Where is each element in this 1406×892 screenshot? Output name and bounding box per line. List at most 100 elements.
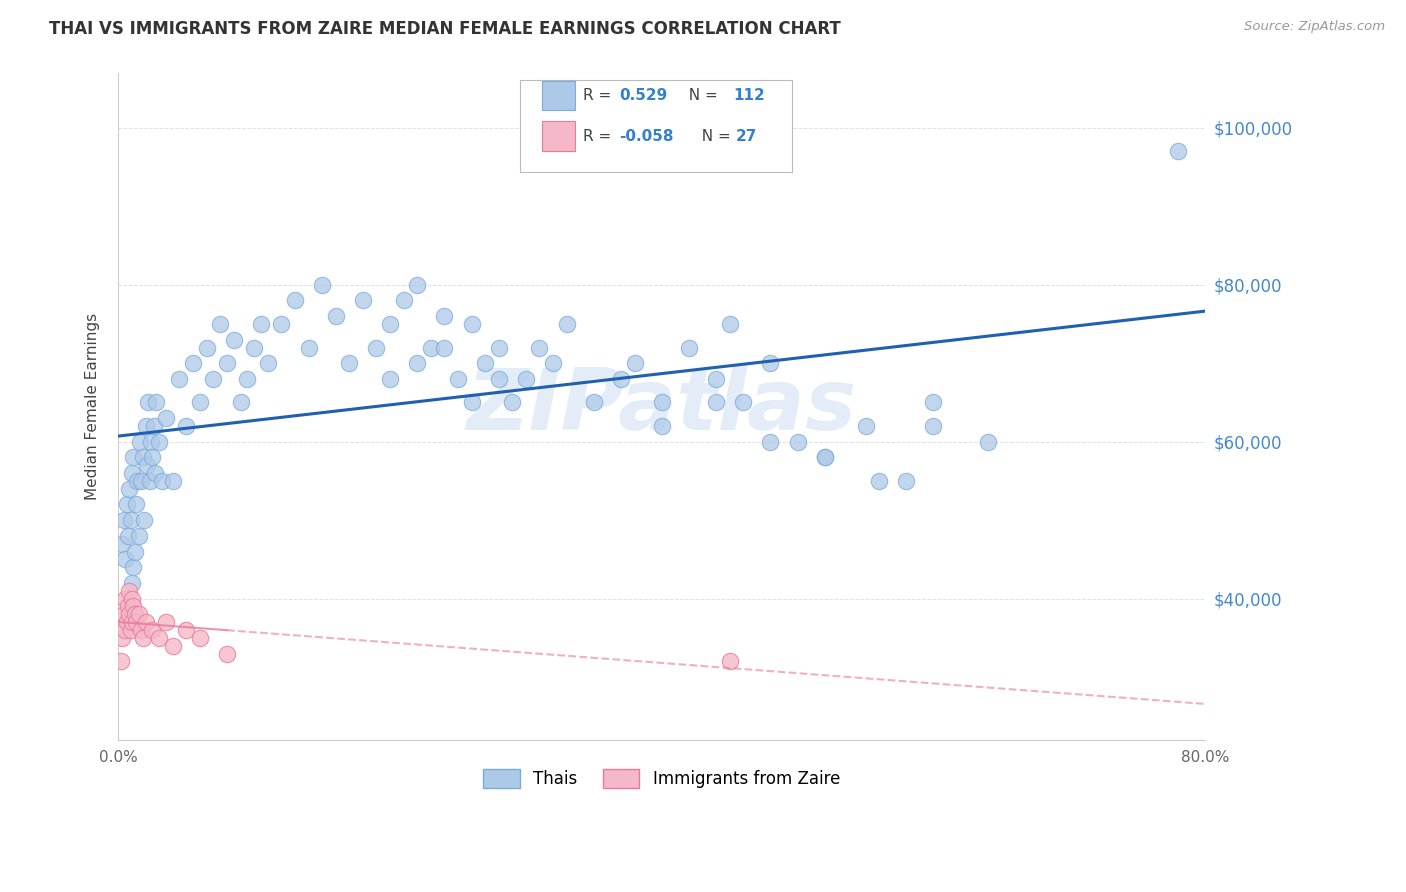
Point bbox=[145, 395, 167, 409]
Point bbox=[127, 474, 149, 488]
Point bbox=[155, 411, 177, 425]
Point bbox=[143, 466, 166, 480]
Point bbox=[132, 631, 155, 645]
Point bbox=[128, 529, 150, 543]
Point bbox=[162, 639, 184, 653]
Point bbox=[325, 309, 347, 323]
Text: N =: N = bbox=[692, 128, 735, 144]
Point bbox=[125, 615, 148, 629]
Point bbox=[112, 607, 135, 622]
Point bbox=[215, 356, 238, 370]
Point bbox=[378, 372, 401, 386]
Point bbox=[118, 583, 141, 598]
Point bbox=[678, 341, 700, 355]
Point bbox=[115, 498, 138, 512]
Point bbox=[110, 654, 132, 668]
Point bbox=[1167, 145, 1189, 159]
Point bbox=[460, 395, 482, 409]
Point bbox=[284, 293, 307, 308]
Point bbox=[135, 458, 157, 473]
Point bbox=[114, 552, 136, 566]
Point bbox=[529, 341, 551, 355]
Point bbox=[786, 434, 808, 449]
Point bbox=[169, 372, 191, 386]
Point bbox=[759, 356, 782, 370]
Point bbox=[174, 419, 197, 434]
Point bbox=[623, 356, 645, 370]
Point bbox=[155, 615, 177, 629]
Point bbox=[447, 372, 470, 386]
Point bbox=[704, 395, 727, 409]
Point bbox=[122, 450, 145, 465]
Point bbox=[150, 474, 173, 488]
Point bbox=[120, 623, 142, 637]
Point bbox=[250, 317, 273, 331]
Point bbox=[118, 482, 141, 496]
Point bbox=[718, 317, 741, 331]
Point bbox=[162, 474, 184, 488]
Point bbox=[555, 317, 578, 331]
Point bbox=[142, 419, 165, 434]
Point bbox=[433, 341, 456, 355]
Point bbox=[128, 607, 150, 622]
Point bbox=[139, 434, 162, 449]
Point bbox=[135, 419, 157, 434]
Point bbox=[111, 537, 134, 551]
FancyBboxPatch shape bbox=[543, 121, 575, 151]
Point bbox=[378, 317, 401, 331]
Text: Source: ZipAtlas.com: Source: ZipAtlas.com bbox=[1244, 20, 1385, 33]
Point bbox=[419, 341, 441, 355]
Point bbox=[922, 419, 945, 434]
Point bbox=[311, 277, 333, 292]
Point bbox=[117, 599, 139, 614]
Point bbox=[209, 317, 232, 331]
Text: 27: 27 bbox=[735, 128, 756, 144]
Point bbox=[488, 341, 510, 355]
Point bbox=[256, 356, 278, 370]
Point bbox=[121, 575, 143, 590]
Point bbox=[131, 474, 153, 488]
Point bbox=[270, 317, 292, 331]
Point bbox=[141, 623, 163, 637]
Point bbox=[132, 450, 155, 465]
Point bbox=[129, 434, 152, 449]
Point bbox=[202, 372, 225, 386]
Point bbox=[115, 615, 138, 629]
Point bbox=[977, 434, 1000, 449]
Point bbox=[131, 623, 153, 637]
Point bbox=[366, 341, 388, 355]
Point bbox=[582, 395, 605, 409]
Point bbox=[515, 372, 537, 386]
Point bbox=[922, 395, 945, 409]
Point bbox=[141, 450, 163, 465]
Point bbox=[138, 474, 160, 488]
Point bbox=[188, 395, 211, 409]
Point bbox=[124, 607, 146, 622]
Point bbox=[114, 623, 136, 637]
Point bbox=[181, 356, 204, 370]
Point bbox=[704, 372, 727, 386]
Point bbox=[541, 356, 564, 370]
Point bbox=[855, 419, 877, 434]
Point bbox=[406, 356, 429, 370]
Point bbox=[111, 631, 134, 645]
Point bbox=[112, 513, 135, 527]
Point bbox=[121, 466, 143, 480]
Point bbox=[148, 631, 170, 645]
Point bbox=[704, 145, 727, 159]
Point bbox=[733, 395, 755, 409]
Point bbox=[433, 309, 456, 323]
Point bbox=[118, 607, 141, 622]
Point bbox=[610, 372, 633, 386]
Point bbox=[121, 591, 143, 606]
Point bbox=[718, 654, 741, 668]
Point bbox=[222, 333, 245, 347]
Point bbox=[896, 474, 918, 488]
Point bbox=[814, 450, 837, 465]
Point bbox=[125, 498, 148, 512]
FancyBboxPatch shape bbox=[543, 80, 575, 110]
Point bbox=[759, 434, 782, 449]
Point bbox=[120, 513, 142, 527]
Text: R =: R = bbox=[583, 128, 617, 144]
Text: N =: N = bbox=[679, 87, 723, 103]
